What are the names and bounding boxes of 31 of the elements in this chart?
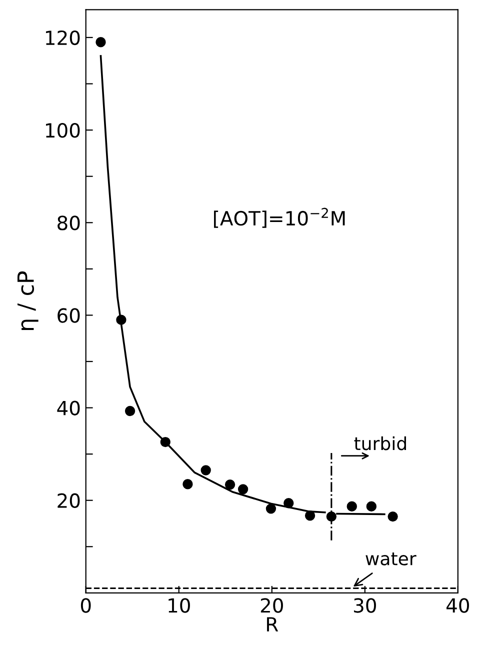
y-tick-label: 80	[58, 216, 80, 230]
y-tick-label: 60	[58, 308, 80, 323]
y-tick-label: 100	[46, 123, 80, 138]
point	[160, 436, 170, 448]
point	[238, 484, 248, 494]
y-tick-label: 20	[58, 493, 80, 508]
x-tick-label: 0	[80, 598, 91, 613]
x-tick-label: 20	[260, 598, 283, 613]
point	[224, 480, 236, 490]
point	[388, 511, 398, 522]
y-tick-label: 120	[46, 30, 80, 46]
point	[116, 314, 126, 325]
point	[266, 504, 276, 514]
point	[304, 510, 316, 521]
annotation: turbid	[354, 436, 406, 450]
point	[284, 498, 294, 508]
point	[346, 501, 357, 512]
x-tick-label: 40	[446, 598, 469, 613]
x-axis-title: R	[267, 617, 278, 632]
point	[366, 501, 377, 512]
point	[124, 406, 136, 416]
point	[326, 511, 337, 522]
x-tick-label: 30	[354, 598, 376, 613]
annotation: [AOT]=10$^{−2}$M	[214, 208, 345, 228]
ref-line-label: water	[366, 552, 416, 566]
y-axis-title: η / cP	[18, 271, 38, 330]
point	[96, 37, 106, 48]
point	[200, 465, 211, 476]
y-tick-label: 40	[57, 400, 80, 416]
x-tick-label: 10	[168, 598, 190, 613]
point	[182, 479, 193, 490]
